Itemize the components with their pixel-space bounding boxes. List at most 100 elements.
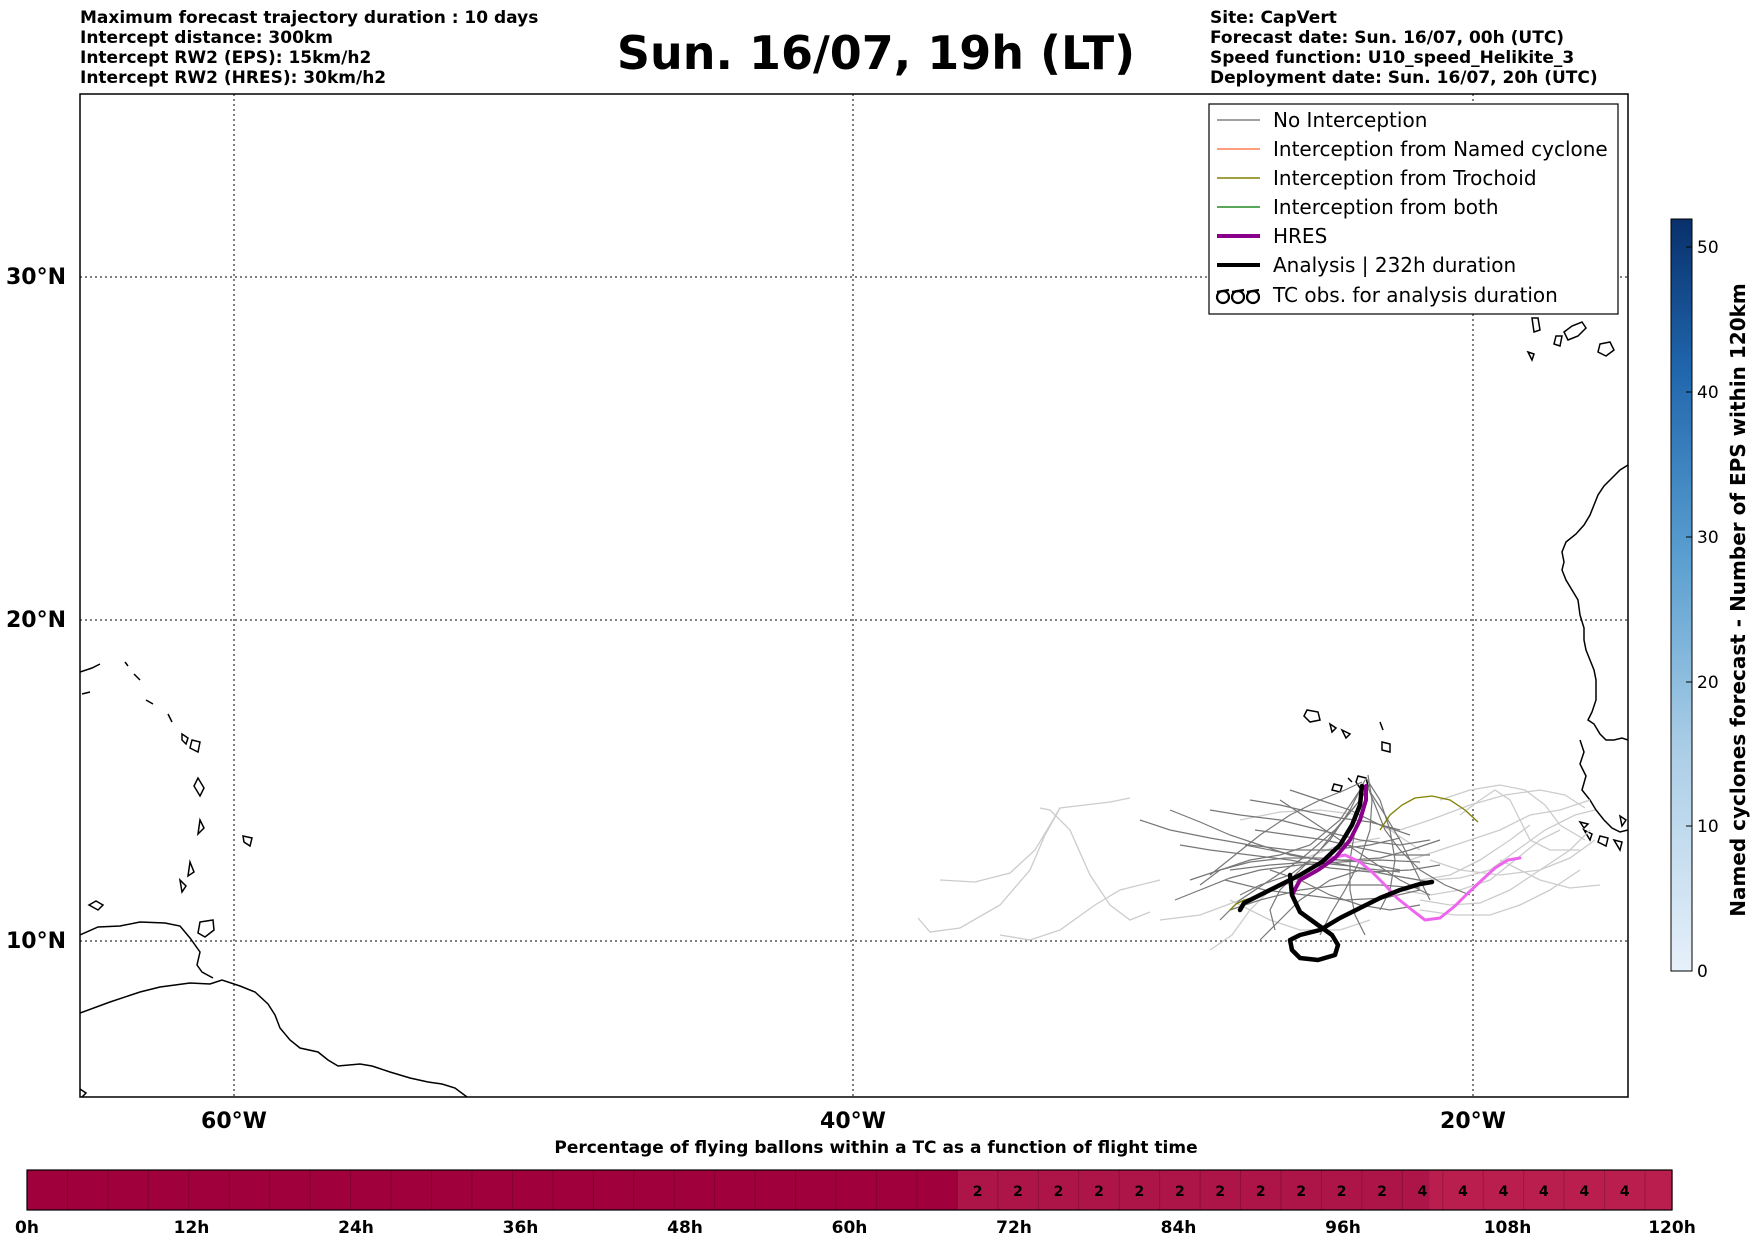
trajectory-dark (1229, 861, 1431, 883)
timebar-cell (957, 1170, 972, 1210)
timebar-cell (148, 1170, 163, 1210)
timebar-cell (552, 1170, 567, 1210)
colorbar-tick-label: 30 (1697, 528, 1719, 548)
timebar: 2 2 2 2 2 2 2 2 2 2 2 4 4 4 4 4 4 0h 12h 24h 36h 48h 60h 72h 84h… (15, 1169, 1696, 1238)
timebar-cell (471, 1170, 487, 1210)
trajectory-light (1439, 784, 1586, 841)
header-left-line: Maximum forecast trajectory duration : 1… (80, 8, 539, 28)
timebar-cell (1375, 1170, 1390, 1210)
timebar-cell (1537, 1170, 1552, 1210)
coastlines (80, 317, 1628, 1097)
trajectory-light (939, 807, 1061, 883)
timebar-cell (350, 1170, 365, 1210)
header-left: Maximum forecast trajectory duration : 1… (80, 8, 538, 88)
timebar-value-label: 2 (1135, 1184, 1145, 1200)
timebar-cell (1510, 1170, 1525, 1210)
timebar-cell (1631, 1170, 1646, 1210)
timebar-cell (1280, 1170, 1296, 1210)
colorbar-tick-label: 20 (1697, 673, 1719, 693)
timebar-cell (795, 1170, 810, 1210)
timebar-cell (606, 1170, 621, 1210)
timebar-value-label: 2 (1215, 1184, 1225, 1200)
timebar-cell (1038, 1170, 1053, 1210)
timebar-cell (107, 1170, 122, 1210)
chart-title: Sun. 16/07, 19h (LT) (616, 26, 1136, 80)
trajectory-light (1459, 789, 1580, 851)
brazil-small-island (80, 1088, 88, 1097)
timebar-cell (269, 1170, 284, 1210)
timebar-cell (256, 1170, 271, 1210)
timebar-cell (1092, 1170, 1107, 1210)
legend-label: No Interception (1273, 108, 1427, 132)
y-tick-label: 20°N (6, 608, 66, 633)
timebar-cell (323, 1170, 338, 1210)
legend: No Interception Interception from Named … (1208, 103, 1619, 315)
timebar-cell (849, 1170, 864, 1210)
timebar-cell (809, 1170, 824, 1210)
trajectory-dark (1319, 774, 1373, 936)
timebar-value-label: 2 (1175, 1184, 1185, 1200)
timebar-value-label: 4 (1539, 1184, 1549, 1200)
bissau-islands (1578, 814, 1628, 852)
timebar-cell (525, 1170, 540, 1210)
timebar-cell (1523, 1170, 1538, 1210)
timebar-cell (40, 1170, 55, 1210)
timebar-cell (161, 1170, 176, 1210)
trajectory-light (1399, 789, 1586, 831)
timebar-cell (1388, 1170, 1403, 1210)
analysis-line (1237, 783, 1365, 913)
timebar-cell (458, 1170, 473, 1210)
trajectory-dark (1174, 859, 1421, 901)
timebar-cell (1011, 1170, 1026, 1210)
header-right-line: Speed function: U10_speed_Helikite_3 (1210, 48, 1575, 68)
legend-label: HRES (1273, 224, 1327, 248)
trajectory-dark (1139, 819, 1401, 851)
trajectory-dark (1289, 789, 1411, 836)
timebar-cell (1227, 1170, 1242, 1210)
timebar-cell (67, 1170, 82, 1210)
timebar-cell (1065, 1170, 1080, 1210)
timebar-tick-label: 108h (1484, 1218, 1532, 1238)
timebar-cell (485, 1170, 500, 1210)
barbados-island (87, 900, 105, 911)
timebar-tick-label: 120h (1648, 1218, 1696, 1238)
x-tick-label: 20°W (1440, 1109, 1506, 1134)
header-right-line: Site: CapVert (1210, 8, 1337, 28)
trajectory-light (1429, 809, 1596, 881)
timebar-cell (1645, 1170, 1660, 1210)
timebar-cell (1119, 1170, 1134, 1210)
timebar-caption: Percentage of flying ballons within a TC… (554, 1138, 1198, 1158)
ensemble-trajectories-light (917, 784, 1601, 951)
timebar-cell (647, 1170, 662, 1210)
trajectory-light (1039, 807, 1151, 921)
trajectory-dark (1259, 869, 1361, 941)
timebar-cell (1186, 1170, 1201, 1210)
analysis-trajectory (1237, 783, 1435, 963)
timebar-tick-label: 60h (832, 1218, 868, 1238)
timebar-cell (876, 1170, 891, 1210)
timebar-cell (53, 1170, 69, 1210)
timebar-cell (903, 1170, 918, 1210)
timebar-cell (1146, 1170, 1161, 1210)
timebar-cell (768, 1170, 783, 1210)
timebar-frame (26, 1169, 1673, 1211)
timebar-cell (27, 1170, 42, 1210)
timebar-value-label: 2 (1337, 1184, 1347, 1200)
legend-label: Interception from Named cyclone (1273, 137, 1608, 161)
timebar-cell (889, 1170, 905, 1210)
timebar-tick-label: 96h (1325, 1218, 1361, 1238)
legend-label: Analysis | 232h duration (1273, 253, 1516, 277)
timebar-value-label: 4 (1418, 1184, 1428, 1200)
colorbar-tick-label: 0 (1697, 962, 1708, 982)
trajectory-dark (1209, 809, 1431, 846)
timebar-cell (134, 1170, 149, 1210)
timebar-cell (229, 1170, 244, 1210)
timebar-cell (1550, 1170, 1565, 1210)
trajectory-dark (1209, 781, 1363, 876)
trajectory-light (1409, 799, 1591, 861)
timebar-tick-label: 0h (15, 1218, 39, 1238)
timebar-cell (80, 1170, 96, 1210)
timebar-cell (1442, 1170, 1457, 1210)
trajectory-light (917, 797, 1131, 933)
